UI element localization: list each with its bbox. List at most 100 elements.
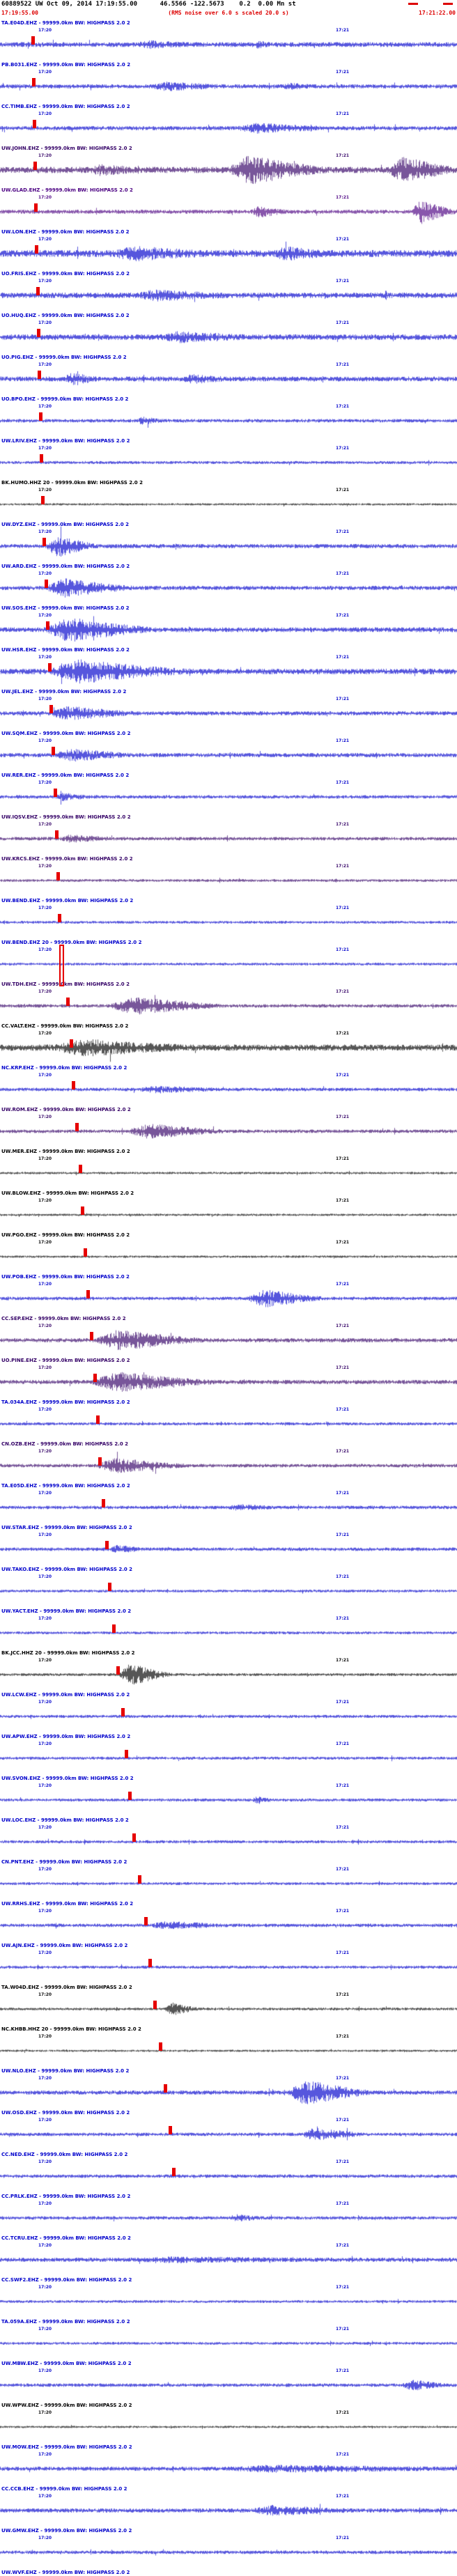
waveform-canvas[interactable] [0, 1942, 457, 1984]
waveform-canvas[interactable] [0, 1608, 457, 1650]
trace-row[interactable]: UW.HSR.EHZ - 99999.0km BW: HIGHPASS 2.0 … [0, 646, 457, 688]
waveform-canvas[interactable] [0, 2569, 457, 2576]
waveform-canvas[interactable] [0, 563, 457, 605]
waveform-canvas[interactable] [0, 1984, 457, 2026]
pick-flag[interactable] [75, 1123, 79, 1131]
pick-flag[interactable] [53, 789, 57, 797]
trace-row[interactable]: UW.MER.EHZ - 99999.0km BW: HIGHPASS 2.0 … [0, 1148, 457, 1190]
trace-row[interactable]: UW.ARD.EHZ - 99999.0km BW: HIGHPASS 2.0 … [0, 563, 457, 605]
trace-row[interactable]: UW.NLO.EHZ - 99999.0km BW: HIGHPASS 2.0 … [0, 2067, 457, 2109]
trace-row[interactable]: UW.SVON.EHZ - 99999.0km BW: HIGHPASS 2.0… [0, 1775, 457, 1817]
waveform-canvas[interactable] [0, 939, 457, 981]
waveform-canvas[interactable] [0, 2485, 457, 2527]
waveform-canvas[interactable] [0, 2444, 457, 2485]
waveform-canvas[interactable] [0, 20, 457, 61]
pick-flag[interactable] [78, 1165, 82, 1173]
trace-row[interactable]: CC.SWF2.EHZ - 99999.0km BW: HIGHPASS 2.0… [0, 2276, 457, 2318]
pick-flag[interactable] [42, 538, 46, 546]
pick-flag[interactable] [125, 1750, 129, 1758]
trace-row[interactable]: CC.VALT.EHZ - 99999.0km BW: HIGHPASS 2.0… [0, 1023, 457, 1064]
waveform-canvas[interactable] [0, 688, 457, 730]
trace-row[interactable]: UW.ROM.EHZ - 99999.0km BW: HIGHPASS 2.0 … [0, 1106, 457, 1148]
waveform-canvas[interactable] [0, 814, 457, 855]
waveform-canvas[interactable] [0, 437, 457, 479]
trace-row[interactable]: UW.STAR.EHZ - 99999.0km BW: HIGHPASS 2.0… [0, 1524, 457, 1566]
pick-flag[interactable] [132, 1833, 136, 1842]
pick-flag[interactable] [172, 2168, 176, 2176]
pick-flag[interactable] [37, 329, 41, 337]
waveform-canvas[interactable] [0, 1023, 457, 1064]
waveform-canvas[interactable] [0, 1775, 457, 1817]
trace-row[interactable]: UW.MBW.EHZ - 99999.0km BW: HIGHPASS 2.0 … [0, 2360, 457, 2402]
pick-flag[interactable] [84, 1248, 88, 1257]
waveform-canvas[interactable] [0, 1399, 457, 1441]
waveform-canvas[interactable] [0, 1900, 457, 1942]
trace-row[interactable]: UW.RER.EHZ - 99999.0km BW: HIGHPASS 2.0 … [0, 772, 457, 814]
pick-flag[interactable] [93, 1374, 97, 1382]
pick-flag[interactable] [33, 162, 37, 170]
pick-flag[interactable] [47, 663, 52, 672]
pick-flag[interactable] [35, 245, 39, 254]
waveform-canvas[interactable] [0, 855, 457, 897]
waveform-canvas[interactable] [0, 2109, 457, 2151]
trace-row[interactable]: CN.PNT.EHZ - 99999.0km BW: HIGHPASS 2.0 … [0, 1859, 457, 1900]
waveform-canvas[interactable] [0, 1148, 457, 1190]
pick-flag[interactable] [66, 998, 70, 1006]
pick-flag[interactable] [98, 1457, 102, 1466]
waveform-canvas[interactable] [0, 605, 457, 646]
waveform-canvas[interactable] [0, 1441, 457, 1482]
pick-flag[interactable] [36, 287, 40, 295]
trace-row[interactable]: NC.KRP.EHZ - 99999.0km BW: HIGHPASS 2.0 … [0, 1064, 457, 1106]
trace-row[interactable]: CC.TCRU.EHZ - 99999.0km BW: HIGHPASS 2.0… [0, 2235, 457, 2276]
waveform-canvas[interactable] [0, 730, 457, 772]
waveform-canvas[interactable] [0, 2193, 457, 2235]
waveform-canvas[interactable] [0, 1859, 457, 1900]
waveform-canvas[interactable] [0, 187, 457, 228]
waveform-canvas[interactable] [0, 2276, 457, 2318]
pick-flag[interactable] [34, 203, 38, 212]
pick-flag[interactable] [158, 2042, 162, 2051]
pick-flag[interactable] [164, 2084, 168, 2093]
trace-row[interactable]: UW.LON.EHZ - 99999.0km BW: HIGHPASS 2.0 … [0, 228, 457, 270]
pick-flag[interactable] [111, 1624, 116, 1633]
pick-flag[interactable] [38, 412, 42, 421]
waveform-canvas[interactable] [0, 312, 457, 354]
waveform-canvas[interactable] [0, 1064, 457, 1106]
pick-flag[interactable] [69, 1039, 73, 1048]
pick-flag[interactable] [138, 1875, 142, 1884]
trace-row[interactable]: TA.W04D.EHZ - 99999.0km BW: HIGHPASS 2.0… [0, 1984, 457, 2026]
waveform-canvas[interactable] [0, 396, 457, 437]
waveform-canvas[interactable] [0, 521, 457, 563]
pick-flag[interactable] [90, 1332, 94, 1340]
trace-row[interactable]: UO.PIG.EHZ - 99999.0km BW: HIGHPASS 2.0 … [0, 354, 457, 396]
trace-row[interactable]: CC.TIMB.EHZ - 99999.0km BW: HIGHPASS 2.0… [0, 103, 457, 145]
pick-flag[interactable] [81, 1206, 85, 1215]
trace-row[interactable]: UW.BEND.EHZ 20 - 99999.0km BW: HIGHPASS … [0, 939, 457, 986]
trace-row[interactable]: BK.HUMO.HHZ 20 - 99999.0km BW: HIGHPASS … [0, 479, 457, 521]
trace-row[interactable]: UW.PGO.EHZ - 99999.0km BW: HIGHPASS 2.0 … [0, 1232, 457, 1273]
pick-flag[interactable] [55, 830, 59, 839]
trace-row[interactable]: UW.LOC.EHZ - 99999.0km BW: HIGHPASS 2.0 … [0, 1817, 457, 1859]
pick-flag[interactable] [104, 1541, 109, 1549]
pick-flag[interactable] [108, 1583, 112, 1591]
waveform-canvas[interactable] [0, 1691, 457, 1733]
pick-flag[interactable] [46, 621, 50, 630]
trace-row[interactable]: UW.MOW.EHZ - 99999.0km BW: HIGHPASS 2.0 … [0, 2444, 457, 2485]
waveform-canvas[interactable] [0, 1232, 457, 1273]
waveform-canvas[interactable] [0, 2318, 457, 2360]
pick-flag[interactable] [153, 2001, 157, 2009]
waveform-canvas[interactable] [0, 981, 457, 1023]
trace-row[interactable]: BK.JCC.HHZ 20 - 99999.0km BW: HIGHPASS 2… [0, 1650, 457, 1691]
pick-flag[interactable] [71, 1081, 75, 1089]
waveform-canvas[interactable] [0, 1106, 457, 1148]
pick-flag-selected[interactable] [59, 945, 65, 986]
waveform-canvas[interactable] [0, 1273, 457, 1315]
trace-row[interactable]: NC.KHBB.HHZ 20 - 99999.0km BW: HIGHPASS … [0, 2026, 457, 2067]
pick-flag[interactable] [101, 1499, 105, 1507]
pick-flag[interactable] [49, 705, 54, 713]
trace-row[interactable]: UO.HUQ.EHZ - 99999.0km BW: HIGHPASS 2.0 … [0, 312, 457, 354]
trace-row[interactable]: UW.DYZ.EHZ - 99999.0km BW: HIGHPASS 2.0 … [0, 521, 457, 563]
waveform-canvas[interactable] [0, 1315, 457, 1357]
pick-flag[interactable] [116, 1666, 121, 1675]
waveform-canvas[interactable] [0, 1524, 457, 1566]
